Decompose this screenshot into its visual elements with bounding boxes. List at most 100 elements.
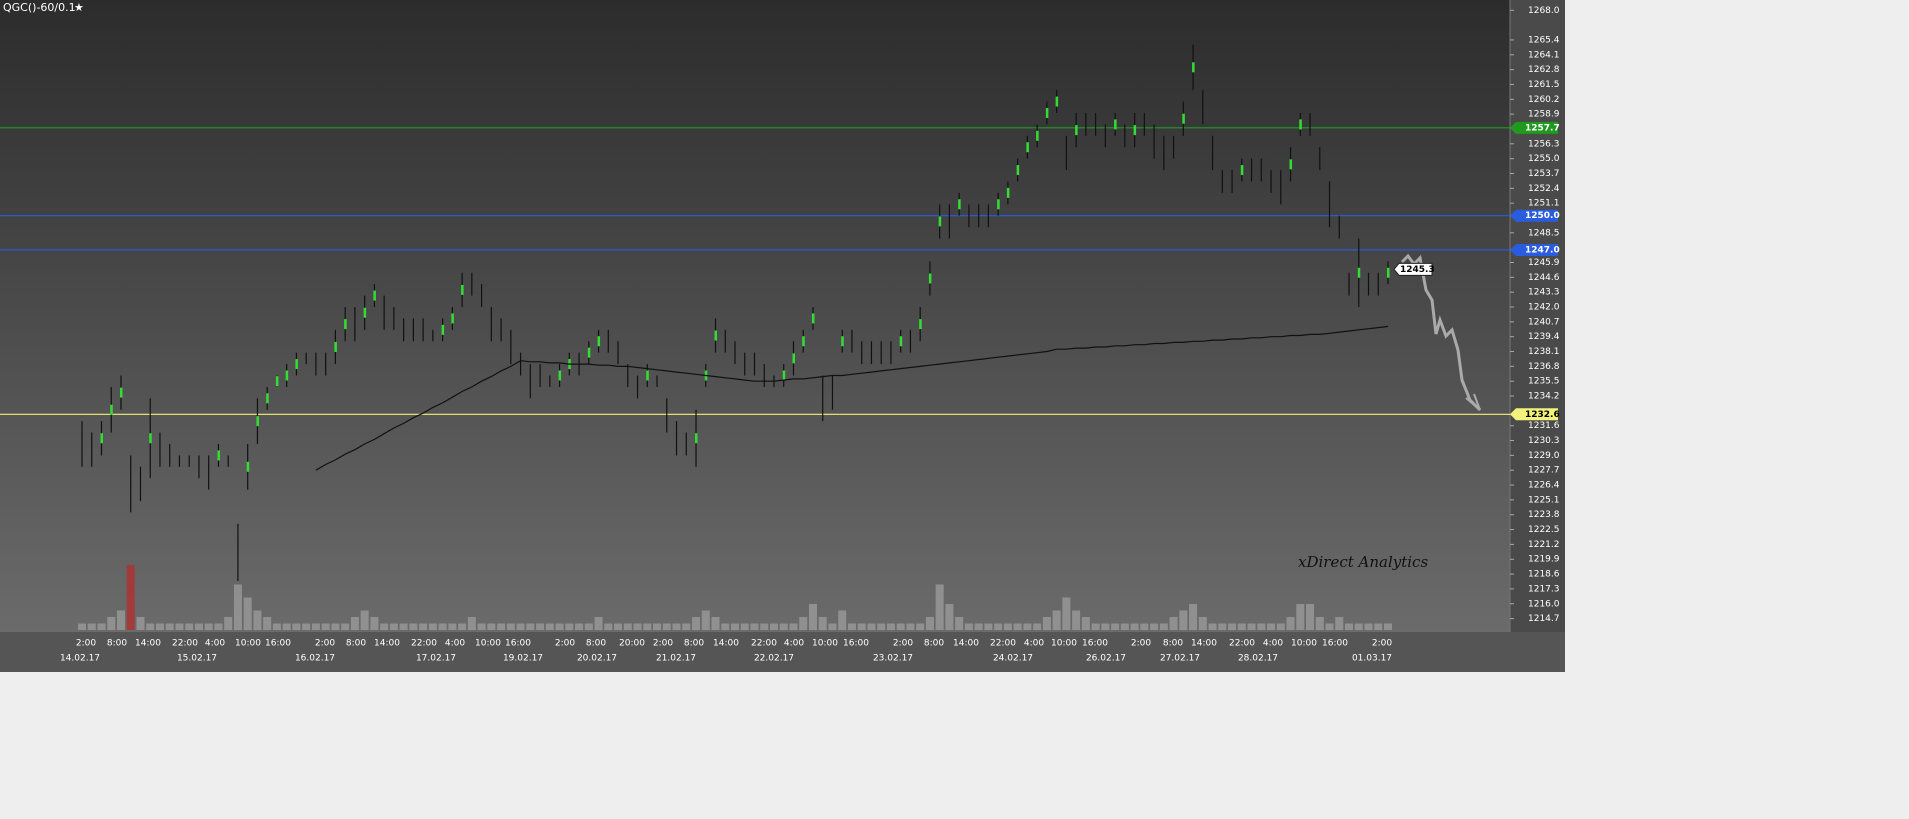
volume-bar <box>731 623 739 630</box>
up-segment <box>1192 62 1195 73</box>
y-tick-label: 1252.4 <box>1528 184 1560 194</box>
volume-bar <box>438 623 447 630</box>
time-label: 8:00 <box>107 639 127 649</box>
volume-bar <box>1091 623 1100 630</box>
volume-bar <box>994 623 1003 630</box>
volume-bar <box>575 623 584 630</box>
up-segment <box>782 370 786 381</box>
arrow-head <box>1465 393 1481 411</box>
volume-bar <box>224 617 233 630</box>
up-segment <box>1289 159 1293 170</box>
volume-bar <box>584 623 593 630</box>
up-segment <box>1055 96 1059 107</box>
y-tick-label: 1242.0 <box>1528 303 1560 313</box>
volume-bar <box>945 604 954 630</box>
time-label: 16:00 <box>1082 639 1108 649</box>
y-tick-label: 1253.7 <box>1528 169 1560 179</box>
volume-bar <box>458 623 467 630</box>
y-tick-label: 1222.5 <box>1528 525 1560 535</box>
y-tick-label: 1235.5 <box>1528 377 1560 387</box>
volume-bar <box>302 623 311 630</box>
volume-bar <box>370 617 379 630</box>
levels <box>0 127 1510 415</box>
y-tick-label: 1262.8 <box>1528 65 1560 75</box>
volume-bar <box>682 623 691 630</box>
up-segment <box>256 416 259 427</box>
volume-bar <box>877 623 886 630</box>
volume-bar <box>740 623 749 630</box>
volume-bar <box>107 617 116 630</box>
level-tag <box>1510 209 1558 222</box>
up-segment <box>1006 187 1010 198</box>
volume-bar <box>97 623 106 630</box>
up-segment <box>811 313 815 324</box>
volume-bar <box>1286 617 1295 630</box>
time-label: 8:00 <box>346 639 366 649</box>
volume-bar <box>1306 604 1315 630</box>
date-label: 20.02.17 <box>577 654 617 664</box>
volume-bar <box>136 617 145 630</box>
time-label: 22:00 <box>990 639 1016 649</box>
y-tick-label: 1238.1 <box>1528 347 1560 357</box>
volume-bar <box>487 623 496 630</box>
volume-bar <box>1267 623 1276 630</box>
volume-bar <box>467 617 476 630</box>
volume-bar <box>1169 617 1178 630</box>
volume-bar <box>1033 623 1042 630</box>
date-label: 16.02.17 <box>295 654 335 664</box>
volume-bar <box>243 597 252 630</box>
volume-bar <box>448 623 457 630</box>
volume-bar <box>497 623 506 630</box>
time-label: 10:00 <box>812 639 838 649</box>
up-segment <box>1114 119 1117 130</box>
level-label: 1257.7 <box>1525 123 1560 133</box>
volume-bar <box>1257 623 1266 630</box>
up-segment <box>587 347 591 358</box>
volume <box>78 565 1392 630</box>
up-segment <box>1026 142 1029 153</box>
level-tag <box>1510 243 1558 256</box>
volume-bar <box>769 623 778 630</box>
volume-bar <box>857 623 866 630</box>
time-label: 10:00 <box>1291 639 1317 649</box>
volume-bar <box>789 623 798 630</box>
y-tick-label: 1265.4 <box>1528 35 1560 45</box>
level-label: 1247.0 <box>1525 245 1560 255</box>
volume-bar <box>321 623 330 630</box>
volume-bar <box>955 617 964 630</box>
volume-bar <box>409 623 418 630</box>
volume-bar <box>867 623 876 630</box>
volume-bar <box>1013 623 1022 630</box>
volume-bar <box>1150 623 1159 630</box>
y-tick-label: 1244.6 <box>1528 273 1560 283</box>
time-label: 8:00 <box>586 639 606 649</box>
time-label: 10:00 <box>1051 639 1077 649</box>
volume-bar <box>428 623 437 630</box>
volume-bar <box>1208 623 1217 630</box>
time-label: 4:00 <box>205 639 225 649</box>
time-label: 22:00 <box>751 639 777 649</box>
y-tick-label: 1223.8 <box>1528 510 1560 520</box>
time-label: 2:00 <box>555 639 575 649</box>
volume-bar <box>672 623 681 630</box>
up-segment <box>558 370 562 381</box>
volume-bar <box>701 610 710 630</box>
volume-bar <box>185 623 194 630</box>
y-tick-label: 1243.3 <box>1528 288 1560 298</box>
time-label: 14:00 <box>713 639 739 649</box>
time-label: 2:00 <box>653 639 673 649</box>
volume-bar <box>272 623 281 630</box>
price-axis-background <box>1510 0 1565 632</box>
up-segment <box>149 433 152 444</box>
up-segment <box>119 387 123 398</box>
volume-bar <box>799 617 808 630</box>
volume-bar <box>1052 610 1061 630</box>
star-icon[interactable]: ★ <box>74 1 84 14</box>
volume-bar <box>1081 617 1090 630</box>
volume-bar <box>604 623 613 630</box>
level-tag <box>1510 408 1558 421</box>
date-label: 01.03.17 <box>1352 654 1392 664</box>
chart-title: QGC()-60/0.1 <box>3 1 76 14</box>
volume-bar <box>594 617 603 630</box>
volume-bar <box>116 610 125 630</box>
